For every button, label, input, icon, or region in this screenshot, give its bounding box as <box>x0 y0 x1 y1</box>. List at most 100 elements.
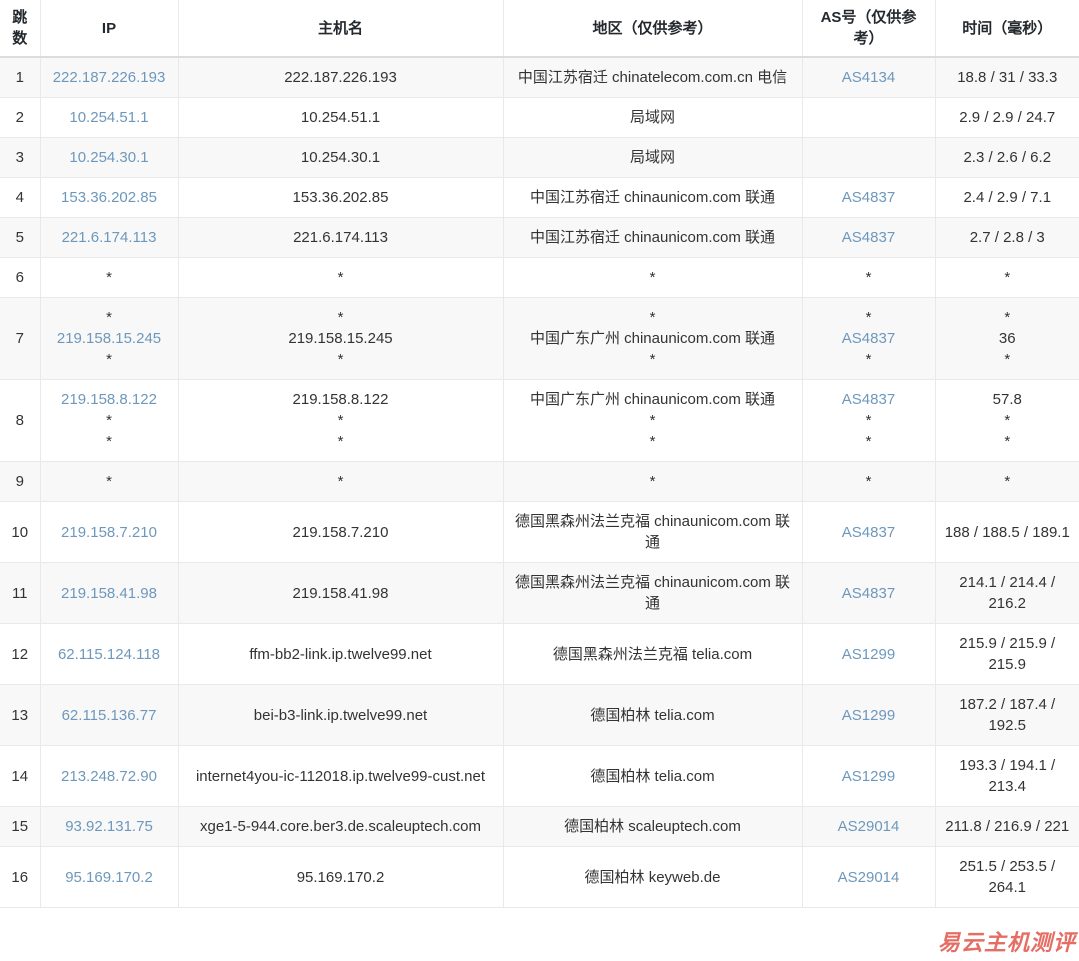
hostname-cell-text: 222.187.226.193 <box>284 69 397 86</box>
ip-cell-text: * <box>106 412 112 429</box>
as-cell: AS1299 <box>801 745 936 807</box>
region-cell: 德国黑森州法兰克福 chinaunicom.com 联通 <box>502 501 803 563</box>
as-cell: AS4837 <box>801 217 936 258</box>
ip-link[interactable]: 10.254.51.1 <box>69 109 149 126</box>
as-link[interactable]: AS4837 <box>841 189 896 206</box>
as-cell-text: * <box>865 269 872 286</box>
ip-link[interactable]: 219.158.8.122 <box>61 391 157 408</box>
as-cell: AS29014 <box>801 806 936 847</box>
as-link[interactable]: AS29014 <box>837 818 900 835</box>
as-link[interactable]: AS4837 <box>841 584 896 602</box>
region-cell: 德国柏林 telia.com <box>502 684 803 746</box>
ip-link[interactable]: 95.169.170.2 <box>65 868 153 886</box>
hostname-cell: * <box>177 461 504 502</box>
region-cell-text: 德国柏林 scaleuptech.com <box>564 818 741 835</box>
as-link[interactable]: AS4837 <box>841 330 896 347</box>
as-cell: AS4837 * * <box>801 379 936 462</box>
as-link[interactable]: AS4837 <box>841 391 896 408</box>
region-cell-text: 中国广东广州 chinaunicom.com 联通 <box>529 330 776 347</box>
time-cell: 188 / 188.5 / 189.1 <box>934 501 1079 563</box>
hostname-cell-text: 95.169.170.2 <box>296 868 385 886</box>
ip-cell: 62.115.136.77 <box>39 684 179 746</box>
as-cell: AS29014 <box>801 846 936 908</box>
as-link[interactable]: AS1299 <box>841 645 896 663</box>
time-cell-text: 2.9 / 2.9 / 24.7 <box>959 109 1056 126</box>
time-cell: 2.3 / 2.6 / 6.2 <box>934 137 1079 178</box>
ip-cell-text: * <box>106 351 112 368</box>
as-cell: AS4837 <box>801 177 936 218</box>
hostname-cell-text: 219.158.7.210 <box>292 523 389 541</box>
header-hop: 跳数 <box>0 0 41 58</box>
ip-cell: 93.92.131.75 <box>39 806 179 847</box>
ip-cell: 10.254.51.1 <box>39 97 179 138</box>
as-cell: AS4134 <box>801 56 936 98</box>
ip-cell-text: * <box>106 309 112 326</box>
hostname-cell: 10.254.51.1 <box>177 97 504 138</box>
region-cell-text: 德国黑森州法兰克福 chinaunicom.com 联通 <box>514 513 791 551</box>
ip-link[interactable]: 62.115.124.118 <box>57 645 161 663</box>
hostname-cell: 221.6.174.113 <box>177 217 504 258</box>
hostname-cell-text: * <box>337 473 344 490</box>
hostname-cell: bei-b3-link.ip.twelve99.net <box>177 684 504 746</box>
as-link[interactable]: AS29014 <box>837 868 900 886</box>
hop-cell-text: 3 <box>15 149 24 166</box>
ip-link[interactable]: 10.254.30.1 <box>69 149 149 166</box>
time-cell: 193.3 / 194.1 / 213.4 <box>934 745 1079 807</box>
ip-link[interactable]: 221.6.174.113 <box>61 229 157 246</box>
time-cell: 2.9 / 2.9 / 24.7 <box>934 97 1079 138</box>
ip-link[interactable]: 93.92.131.75 <box>65 818 153 835</box>
hostname-cell-text: 219.158.8.122 <box>292 391 389 408</box>
ip-cell: 10.254.30.1 <box>39 137 179 178</box>
region-cell-text: 德国柏林 telia.com <box>590 706 715 724</box>
table-row: 13 62.115.136.77 bei-b3-link.ip.twelve99.n… <box>0 684 1079 746</box>
as-cell-text: * <box>865 412 872 429</box>
as-link[interactable]: AS4134 <box>841 69 896 86</box>
as-cell-text: * <box>865 473 872 490</box>
time-cell-text: * <box>1004 433 1011 450</box>
as-link[interactable]: AS4837 <box>841 523 896 541</box>
region-cell-text: 局域网 <box>629 109 675 126</box>
ip-link[interactable]: 213.248.72.90 <box>61 767 157 785</box>
time-cell-text: 18.8 / 31 / 33.3 <box>957 69 1058 86</box>
hop-cell: 6 <box>0 257 41 298</box>
as-link[interactable]: AS4837 <box>841 229 896 246</box>
region-cell: 德国黑森州法兰克福 telia.com <box>502 623 803 685</box>
hostname-cell: 153.36.202.85 <box>177 177 504 218</box>
region-cell: 德国柏林 telia.com <box>502 745 803 807</box>
region-cell-text: * <box>649 351 656 368</box>
hostname-cell-text: * <box>337 309 344 326</box>
hop-cell-text: 4 <box>15 189 24 206</box>
region-cell-text: 德国柏林 keyweb.de <box>584 868 721 886</box>
ip-link[interactable]: 219.158.15.245 <box>56 330 162 347</box>
time-cell-text: 214.1 / 214.4 / 216.2 <box>959 574 1056 612</box>
as-link[interactable]: AS1299 <box>841 706 896 724</box>
as-cell-text: * <box>865 433 872 450</box>
hostname-cell-text: * <box>337 351 344 368</box>
as-cell-text: * <box>865 351 872 368</box>
time-cell-text: * <box>1004 351 1011 368</box>
hop-cell-text: 10 <box>11 523 29 541</box>
hop-cell-text: 8 <box>15 412 24 429</box>
ip-cell-text: * <box>106 473 112 490</box>
hostname-cell-text: bei-b3-link.ip.twelve99.net <box>253 706 428 724</box>
ip-cell: 95.169.170.2 <box>39 846 179 908</box>
table-row: 5 221.6.174.113 221.6.174.113 中国江苏宿迁 chinau… <box>0 217 1079 258</box>
time-cell: 2.4 / 2.9 / 7.1 <box>934 177 1079 218</box>
as-cell: * AS4837 * <box>801 297 936 380</box>
ip-link[interactable]: 62.115.136.77 <box>61 706 157 724</box>
ip-link[interactable]: 219.158.41.98 <box>61 584 157 602</box>
region-cell: 德国柏林 keyweb.de <box>502 846 803 908</box>
ip-link[interactable]: 222.187.226.193 <box>52 69 166 86</box>
hostname-cell: xge1-5-944.core.ber3.de.scaleuptech.com <box>177 806 504 847</box>
time-cell-text: 211.8 / 216.9 / 221 <box>945 818 1070 835</box>
as-cell: AS4837 <box>801 501 936 563</box>
as-link[interactable]: AS1299 <box>841 767 896 785</box>
region-cell-text: * <box>649 269 656 286</box>
ip-link[interactable]: 219.158.7.210 <box>61 523 157 541</box>
table-row: 2 10.254.51.1 10.254.51.1 局域网 2.9 / 2.9 / 24… <box>0 97 1079 138</box>
table-row: 4 153.36.202.85 153.36.202.85 中国江苏宿迁 chinau… <box>0 177 1079 218</box>
ip-link[interactable]: 153.36.202.85 <box>61 189 157 206</box>
region-cell: 中国广东广州 chinaunicom.com 联通 * * <box>502 379 803 462</box>
hostname-cell-text: ffm-bb2-link.ip.twelve99.net <box>249 645 432 663</box>
time-cell-text: 215.9 / 215.9 / 215.9 <box>959 635 1056 673</box>
